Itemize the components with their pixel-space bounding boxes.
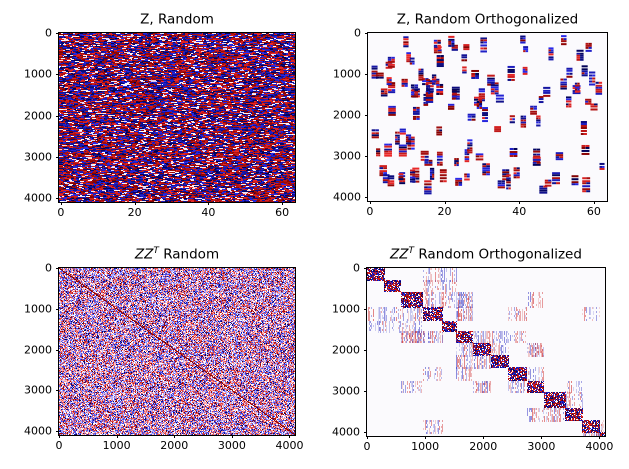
x-tick-mark (208, 202, 210, 205)
y-tick-label: 2000 (333, 108, 361, 122)
x-tick-mark (599, 436, 601, 439)
x-tick-label: 60 (275, 206, 290, 219)
x-tick-label: 40 (201, 206, 216, 219)
x-tick-mark (519, 201, 521, 204)
x-tick-label: 4000 (585, 440, 614, 453)
plot-title-z-random-orthogonalized: Z, Random Orthogonalized (397, 12, 578, 27)
y-tick-label: 3000 (332, 384, 360, 398)
plot-title-z-random: Z, Random (140, 12, 214, 27)
axes-z-random: 0 20 40 60 0 1000 2000 3000 4000 (24, 28, 296, 218)
x-tick-mark (289, 435, 291, 438)
axes-z-random-orthogonalized: 0 20 40 60 0 1000 2000 3000 4000 (333, 28, 608, 217)
x-tick-label: 0 (57, 206, 65, 219)
x-tick-label: 1000 (411, 440, 440, 453)
y-tick-label: 2000 (332, 343, 360, 357)
x-tick-mark (367, 436, 369, 439)
y-tick-label: 1000 (332, 302, 360, 316)
x-tick-mark (174, 435, 176, 438)
y-tick-label: 4000 (332, 425, 360, 439)
x-tick-label: 40 (512, 205, 527, 218)
y-tick-label: 1000 (333, 67, 361, 81)
title-text-part: Z, Random (140, 11, 214, 28)
x-tick-label: 0 (55, 439, 63, 452)
subplot-zzt-random: ZZT Random 0 1000 2000 3000 4000 0 1000 2000 30… (24, 246, 303, 451)
x-tick-label: 1000 (102, 439, 131, 452)
x-tick-mark (541, 436, 543, 439)
heatmap-zzt-random (59, 268, 295, 435)
plot-title-zzt-random: ZZT Random (134, 245, 220, 263)
y-tick-label: 3000 (24, 383, 52, 397)
x-tick-mark (231, 435, 233, 438)
title-superscript: T (408, 245, 415, 256)
title-math-part: ZZ (390, 246, 409, 263)
x-tick-label: 20 (437, 205, 452, 218)
x-tick-label: 4000 (275, 439, 304, 452)
y-tick-label: 2000 (24, 109, 52, 123)
x-tick-mark (134, 202, 136, 205)
heatmap-z-random-orthogonalized (368, 33, 607, 201)
title-text-part: Random Orthogonalized (414, 246, 582, 263)
x-tick-mark (593, 201, 595, 204)
x-tick-mark (116, 435, 118, 438)
y-tick-label: 3000 (333, 149, 361, 163)
x-tick-label: 3000 (217, 439, 246, 452)
subplot-zzt-random-orthogonalized: ZZT Random Orthogonalized 0 1000 2000 3000 4… (332, 246, 613, 452)
x-tick-mark (60, 202, 62, 205)
axes-zzt-random: 0 1000 2000 3000 4000 0 1000 2000 3000 4000 (24, 263, 303, 451)
plot-title-zzt-random-orthogonalized: ZZT Random Orthogonalized (390, 245, 582, 263)
title-superscript: T (153, 245, 159, 256)
y-tick-label: 0 (354, 26, 361, 40)
title-text-part: Z, Random Orthogonalized (396, 11, 579, 28)
x-tick-mark (483, 436, 485, 439)
x-tick-mark (369, 201, 371, 204)
x-tick-label: 3000 (527, 440, 556, 453)
axes-zzt-random-orthogonalized: 0 1000 2000 3000 4000 0 1000 2000 3000 4000 (332, 263, 613, 452)
y-tick-label: 3000 (24, 150, 52, 164)
x-tick-label: 60 (586, 205, 601, 218)
subplot-z-random-orthogonalized: Z, Random Orthogonalized 0 20 40 60 0 1000 20… (333, 12, 608, 217)
y-tick-label: 0 (45, 26, 52, 40)
x-tick-label: 2000 (469, 440, 498, 453)
x-tick-mark (282, 202, 284, 205)
y-tick-label: 4000 (24, 191, 52, 205)
y-tick-label: 4000 (24, 424, 52, 438)
x-tick-label: 0 (366, 205, 374, 218)
x-tick-label: 0 (363, 440, 371, 453)
title-math-part: ZZ (134, 246, 154, 263)
x-tick-label: 20 (127, 206, 142, 219)
y-tick-label: 1000 (24, 302, 52, 316)
y-tick-label: 2000 (24, 343, 52, 357)
x-tick-mark (59, 435, 61, 438)
y-tick-label: 0 (45, 261, 52, 275)
subplot-z-random: Z, Random 0 20 40 60 0 1000 2000 3000 4000 (24, 12, 296, 218)
heatmap-zzt-random-orthogonalized (367, 268, 605, 436)
y-tick-label: 1000 (24, 67, 52, 81)
y-tick-label: 4000 (333, 190, 361, 204)
heatmap-z-random (59, 33, 295, 202)
x-tick-mark (425, 436, 427, 439)
x-tick-mark (444, 201, 446, 204)
y-tick-label: 0 (353, 261, 360, 275)
title-text-part: Random (158, 246, 220, 263)
x-tick-label: 2000 (160, 439, 189, 452)
